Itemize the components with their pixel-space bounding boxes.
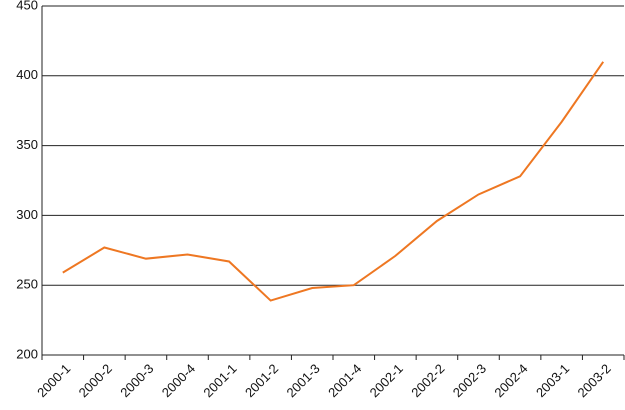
- y-tick-label: 450: [16, 0, 38, 12]
- x-tick-label: 2001-3: [284, 361, 323, 400]
- x-tick-label: 2001-2: [242, 361, 281, 400]
- x-tick-label: 2002-2: [408, 361, 447, 400]
- y-tick-label: 400: [16, 67, 38, 82]
- y-tick-label: 350: [16, 137, 38, 152]
- x-tick-label: 2000-3: [117, 361, 156, 400]
- x-tick-label: 2000-1: [34, 361, 73, 400]
- y-tick-label: 300: [16, 207, 38, 222]
- y-tick-label: 250: [16, 277, 38, 292]
- line-series: [62, 61, 605, 302]
- x-tick-label: 2002-1: [367, 361, 406, 400]
- y-tick-label: 200: [16, 346, 38, 361]
- x-tick-label: 2001-1: [200, 361, 239, 400]
- x-tick-label: 2001-4: [325, 361, 364, 400]
- x-tick-label: 2002-3: [450, 361, 489, 400]
- x-tick-label: 2002-4: [491, 361, 530, 400]
- x-tick-label: 2003-2: [575, 361, 614, 400]
- x-tick-label: 2003-1: [533, 361, 572, 400]
- x-tick-label: 2000-4: [159, 361, 198, 400]
- x-tick-label: 2000-2: [76, 361, 115, 400]
